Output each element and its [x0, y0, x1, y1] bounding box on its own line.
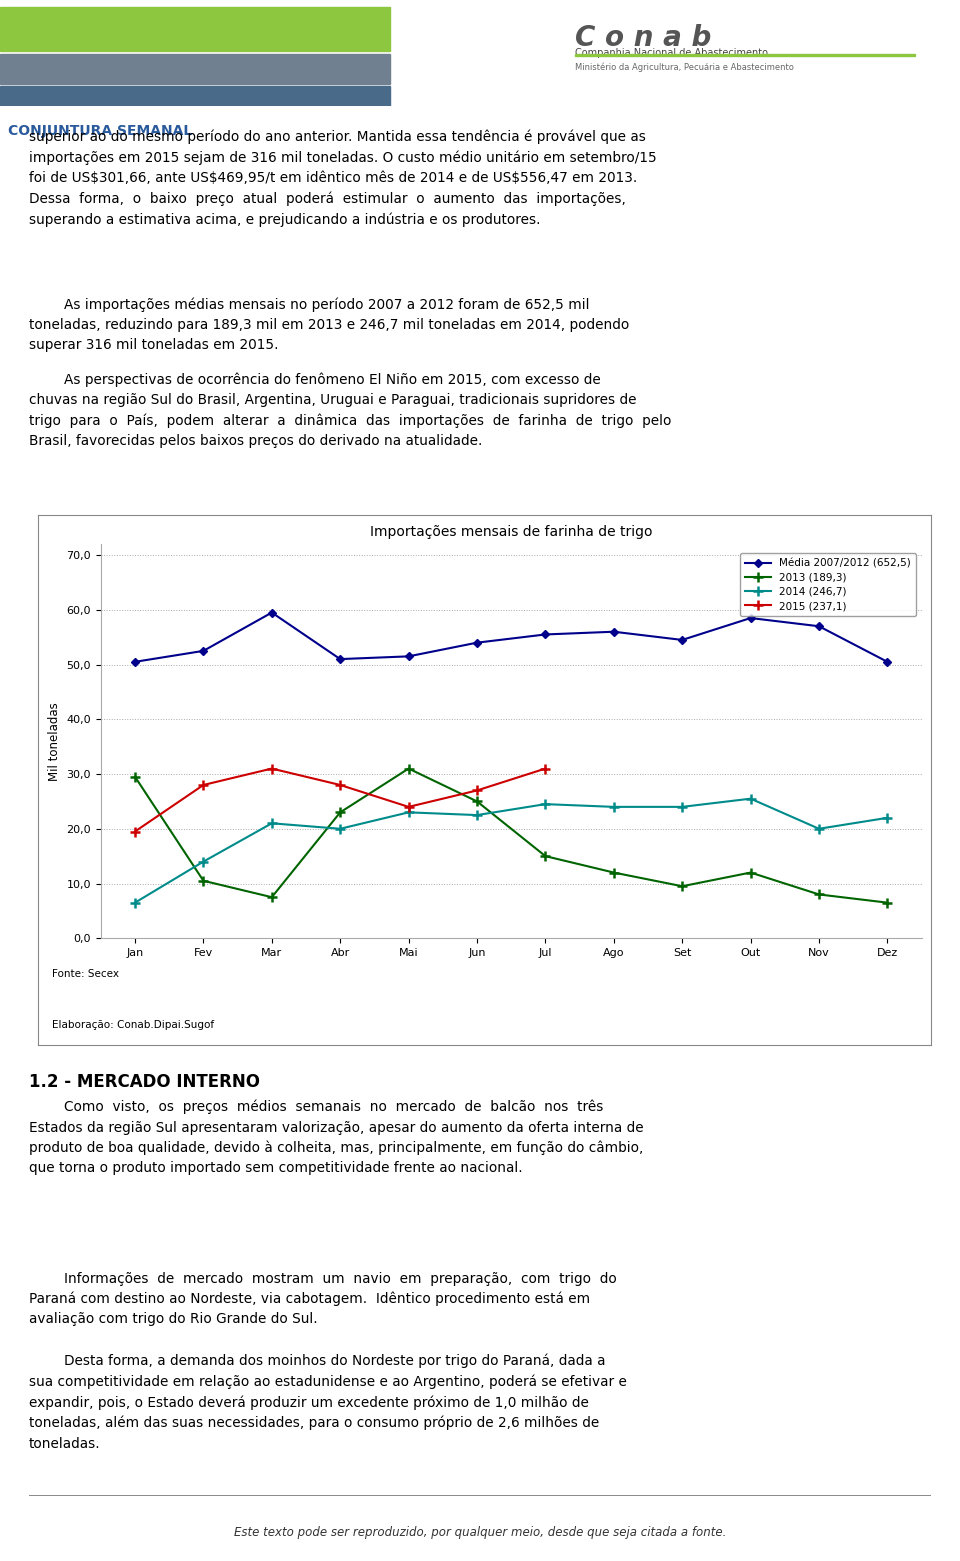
2013 (189,3) — [540, 846, 551, 865]
Y-axis label: Mil toneladas: Mil toneladas — [48, 702, 60, 780]
Title: Importações mensais de farinha de trigo: Importações mensais de farinha de trigo — [370, 524, 653, 539]
Média 2007/2012 (652,5) — [745, 609, 756, 628]
Text: Este texto pode ser reproduzido, por qualquer meio, desde que seja citada a font: Este texto pode ser reproduzido, por qua… — [234, 1525, 726, 1539]
2013 (189,3) — [334, 802, 346, 821]
2014 (246,7) — [813, 820, 825, 838]
2013 (189,3) — [881, 893, 893, 912]
Média 2007/2012 (652,5) — [540, 624, 551, 643]
2013 (189,3) — [130, 768, 141, 787]
Text: Fonte: Secex: Fonte: Secex — [52, 969, 119, 979]
Bar — [0, 86, 390, 106]
2013 (189,3) — [471, 791, 483, 810]
Text: Informações  de  mercado  mostram  um  navio  em  preparação,  com  trigo  do
Pa: Informações de mercado mostram um navio … — [29, 1272, 616, 1327]
Text: C o n a b: C o n a b — [575, 23, 711, 52]
Média 2007/2012 (652,5) — [677, 631, 688, 649]
Text: CONJUNTURA SEMANAL: CONJUNTURA SEMANAL — [8, 125, 192, 139]
2014 (246,7) — [471, 805, 483, 824]
Text: Companhia Nacional de Abastecimento: Companhia Nacional de Abastecimento — [575, 48, 768, 58]
Line: 2014 (246,7): 2014 (246,7) — [131, 795, 892, 907]
2014 (246,7) — [881, 809, 893, 827]
2015 (237,1) — [403, 798, 415, 816]
2015 (237,1) — [471, 780, 483, 799]
Média 2007/2012 (652,5) — [608, 623, 619, 642]
Média 2007/2012 (652,5) — [198, 642, 209, 660]
Bar — [575, 55, 915, 56]
2015 (237,1) — [198, 776, 209, 795]
2014 (246,7) — [130, 893, 141, 912]
Line: Média 2007/2012 (652,5): Média 2007/2012 (652,5) — [132, 610, 890, 665]
Média 2007/2012 (652,5) — [471, 634, 483, 652]
Média 2007/2012 (652,5) — [881, 652, 893, 671]
2015 (237,1) — [334, 776, 346, 795]
Text: Elaboração: Conab.Dipai.Sugof: Elaboração: Conab.Dipai.Sugof — [52, 1021, 214, 1030]
Média 2007/2012 (652,5) — [403, 646, 415, 665]
Text: Ministério da Agricultura, Pecuária e Abastecimento: Ministério da Agricultura, Pecuária e Ab… — [575, 62, 794, 72]
2014 (246,7) — [608, 798, 619, 816]
Média 2007/2012 (652,5) — [334, 649, 346, 668]
2014 (246,7) — [334, 820, 346, 838]
2014 (246,7) — [266, 813, 277, 832]
2015 (237,1) — [540, 759, 551, 777]
2015 (237,1) — [130, 823, 141, 841]
Text: 1.2 - MERCADO INTERNO: 1.2 - MERCADO INTERNO — [29, 1072, 260, 1091]
2014 (246,7) — [198, 852, 209, 871]
2013 (189,3) — [198, 871, 209, 890]
2013 (189,3) — [677, 877, 688, 896]
2014 (246,7) — [403, 802, 415, 821]
2013 (189,3) — [266, 888, 277, 907]
2013 (189,3) — [813, 885, 825, 904]
2013 (189,3) — [403, 759, 415, 777]
2014 (246,7) — [677, 798, 688, 816]
Média 2007/2012 (652,5) — [130, 652, 141, 671]
2013 (189,3) — [608, 863, 619, 882]
Média 2007/2012 (652,5) — [266, 603, 277, 621]
Text: As importações médias mensais no período 2007 a 2012 foram de 652,5 mil
tonelada: As importações médias mensais no período… — [29, 298, 629, 353]
Text: superior ao do mesmo período do ano anterior. Mantida essa tendência é provável : superior ao do mesmo período do ano ante… — [29, 130, 657, 226]
Text: Desta forma, a demanda dos moinhos do Nordeste por trigo do Paraná, dada a
sua c: Desta forma, a demanda dos moinhos do No… — [29, 1353, 627, 1450]
Text: As perspectivas de ocorrência do fenômeno El Niño em 2015, com excesso de
chuvas: As perspectivas de ocorrência do fenômen… — [29, 373, 671, 448]
Média 2007/2012 (652,5) — [813, 617, 825, 635]
2015 (237,1) — [266, 759, 277, 777]
Legend: Média 2007/2012 (652,5), 2013 (189,3), 2014 (246,7), 2015 (237,1): Média 2007/2012 (652,5), 2013 (189,3), 2… — [740, 553, 917, 617]
2013 (189,3) — [745, 863, 756, 882]
2014 (246,7) — [540, 795, 551, 813]
2014 (246,7) — [745, 790, 756, 809]
Line: 2015 (237,1): 2015 (237,1) — [131, 763, 550, 837]
Bar — [0, 6, 390, 52]
Line: 2013 (189,3): 2013 (189,3) — [131, 763, 892, 907]
Text: Como  visto,  os  preços  médios  semanais  no  mercado  de  balcão  nos  três
E: Como visto, os preços médios semanais no… — [29, 1101, 643, 1175]
Bar — [0, 55, 390, 84]
